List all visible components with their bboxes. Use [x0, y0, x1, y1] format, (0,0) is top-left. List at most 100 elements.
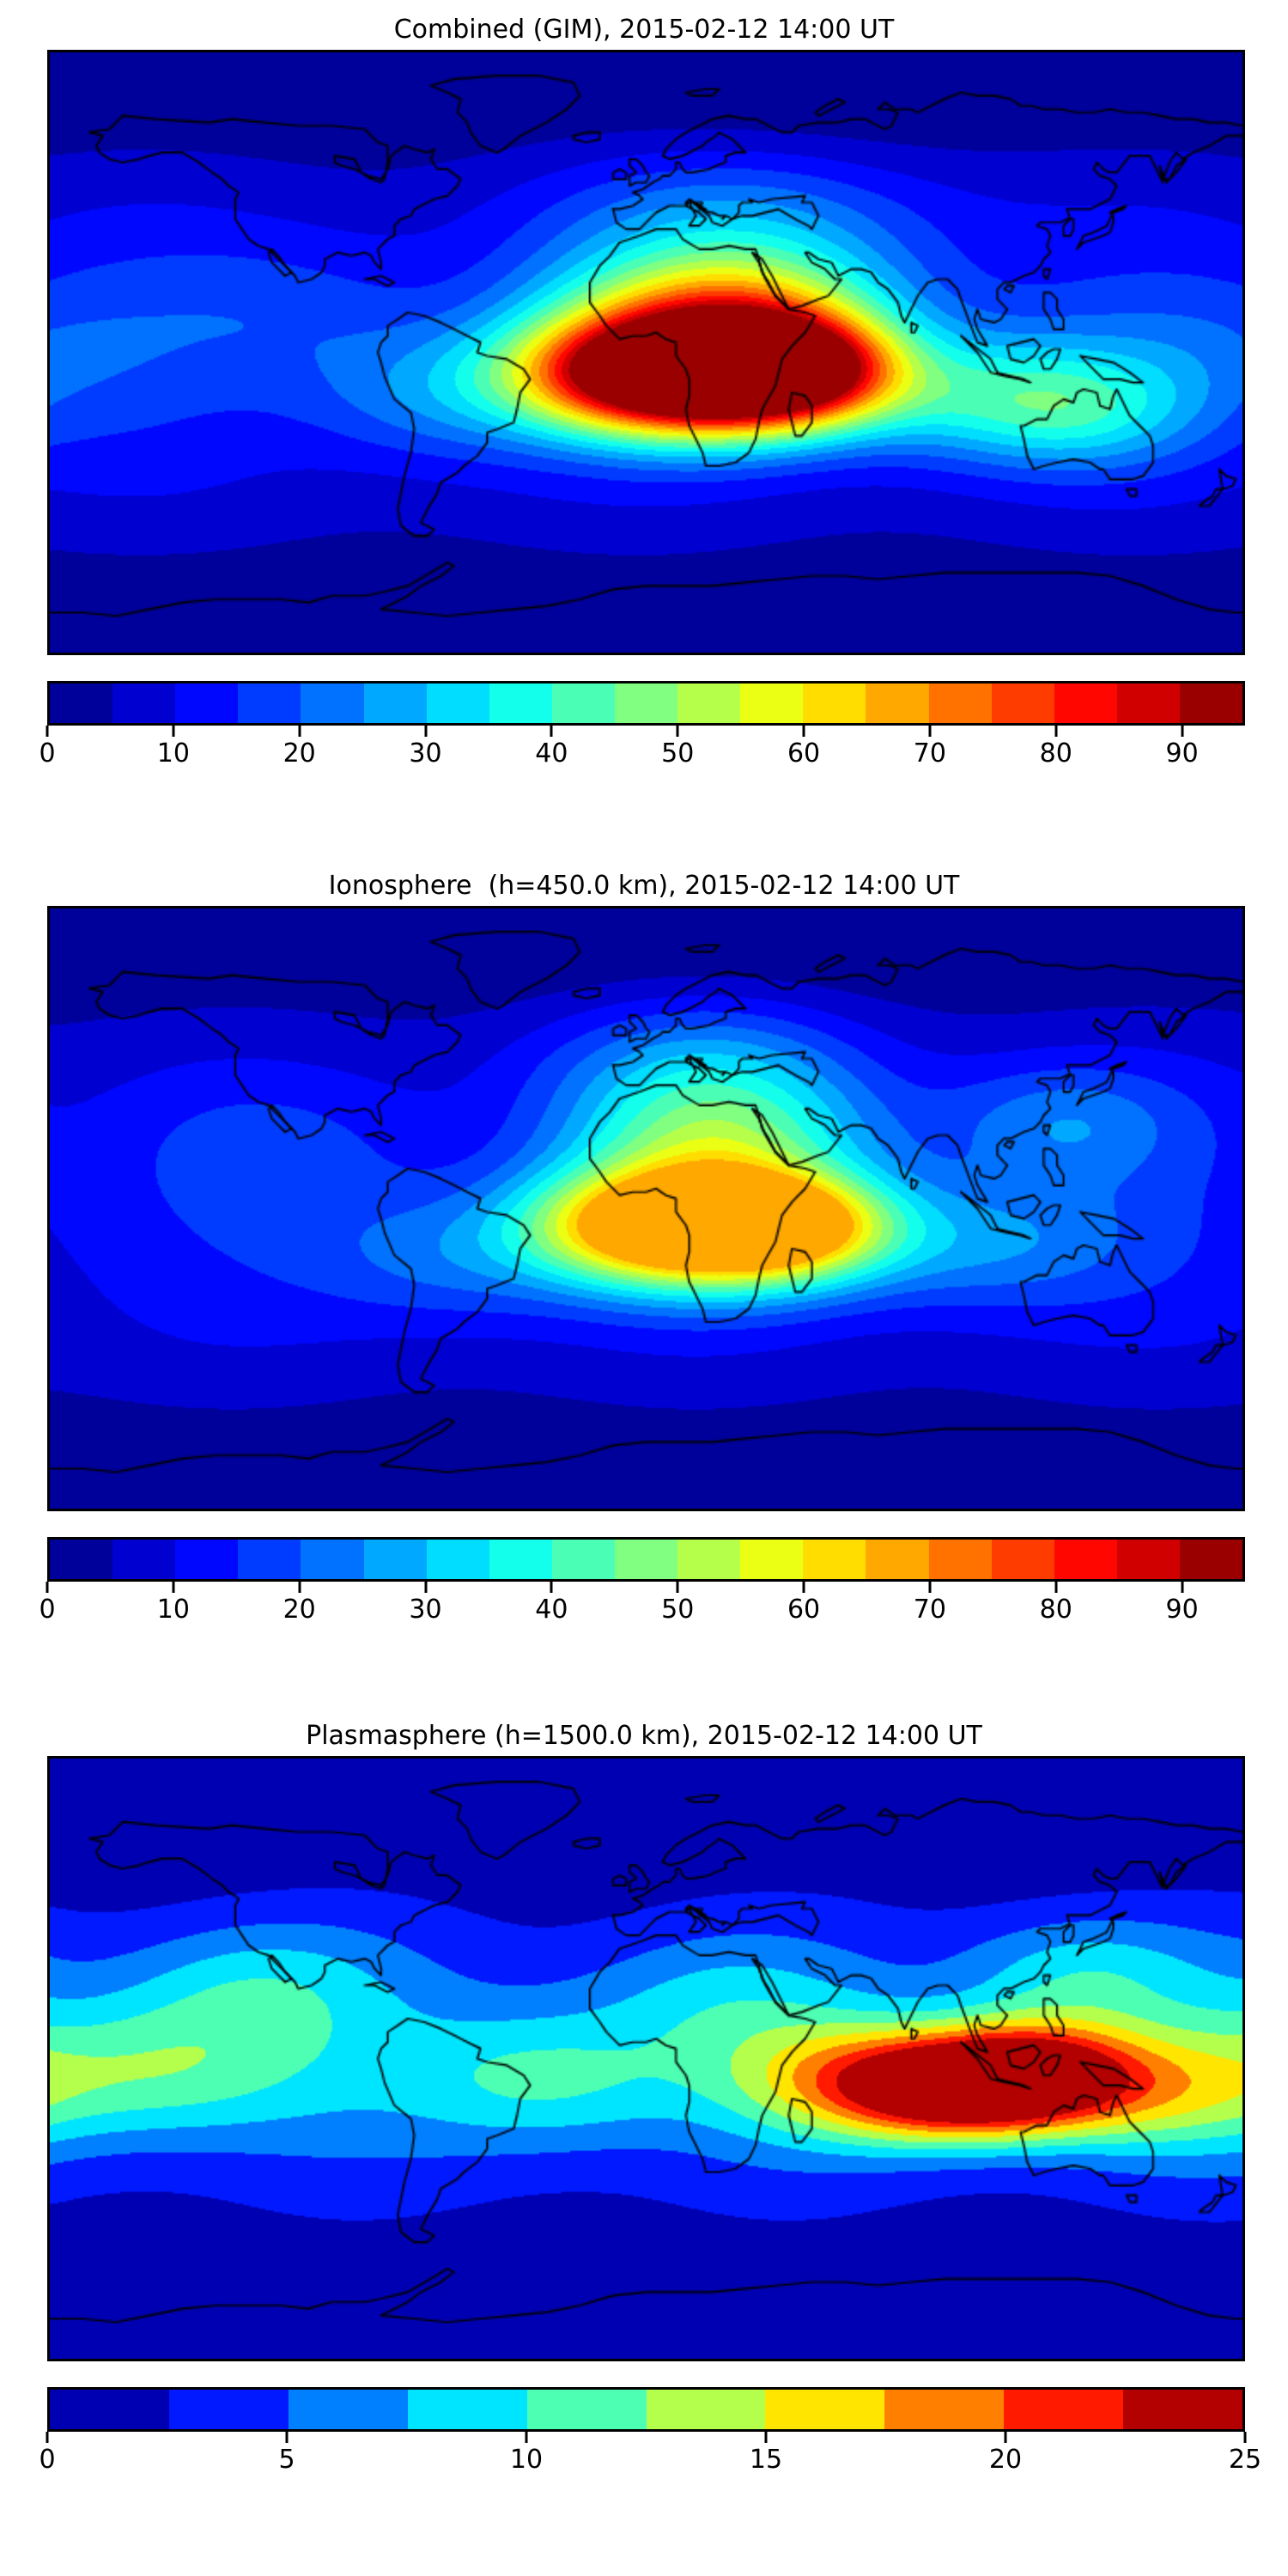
colorbar-tick-label: 20	[283, 738, 316, 769]
colorbar-axis: 0 10 20 30 40 50 60 70 80 90	[39, 726, 1245, 777]
colorbar-band	[50, 2390, 169, 2429]
colorbar-tick	[46, 726, 49, 737]
colorbar-tick	[928, 726, 932, 737]
colorbar-band	[1179, 683, 1243, 723]
panel-title: Ionosphere (h=450.0 km), 2015-02-12 14:0…	[328, 871, 960, 901]
map-ionosphere[interactable]	[47, 906, 1245, 1511]
colorbar-tick-label: 0	[39, 738, 56, 769]
colorbar-tick-label: 90	[1165, 1595, 1199, 1625]
colorbar-tick	[1054, 726, 1058, 737]
colorbar-tick	[172, 726, 175, 737]
colorbar-tick-label: 30	[409, 1595, 442, 1625]
colorbar-tick	[802, 1582, 805, 1593]
colorbar-combined-gim[interactable]: 0 10 20 30 40 50 60 70 80 90	[39, 681, 1245, 780]
colorbar-band	[363, 683, 427, 723]
colorbar-tick	[802, 726, 805, 737]
colorbar-tick-label: 20	[988, 2445, 1023, 2475]
colorbar-tick-label: 80	[1039, 1595, 1072, 1625]
colorbar-plasmasphere[interactable]: 0 5 10 15 20 25	[39, 2387, 1261, 2486]
colorbar-band	[238, 683, 301, 723]
colorbar-tick	[676, 726, 679, 737]
colorbar-band	[614, 683, 678, 723]
colorbar-tick	[1054, 1582, 1058, 1593]
panel-plasmasphere: Plasmasphere (h=1500.0 km), 2015-02-12 1…	[0, 1722, 1288, 2572]
colorbar-band	[489, 683, 552, 723]
colorbar-tick	[46, 1582, 49, 1593]
colorbar-tick	[550, 1582, 553, 1593]
colorbar-band	[866, 683, 929, 723]
colorbar-band	[551, 1540, 615, 1579]
colorbar-band	[614, 1540, 678, 1579]
colorbar-band	[991, 683, 1054, 723]
colorbar-tick	[1181, 726, 1184, 737]
colorbar-axis: 0 10 20 30 40 50 60 70 80 90	[39, 1582, 1245, 1633]
colorbar-axis: 0 5 10 15 20 25	[39, 2432, 1261, 2483]
panel-ionosphere: Ionosphere (h=450.0 km), 2015-02-12 14:0…	[0, 872, 1288, 1722]
map-contour-canvas	[50, 52, 1242, 653]
colorbar-band	[363, 1540, 427, 1579]
map-contour-canvas	[50, 1759, 1242, 2359]
colorbar-ionosphere[interactable]: 0 10 20 30 40 50 60 70 80 90	[39, 1537, 1245, 1636]
colorbar-band	[866, 1540, 929, 1579]
map-contour-canvas	[50, 908, 1242, 1509]
colorbar-band	[50, 683, 113, 723]
colorbar-band	[175, 683, 239, 723]
panel-title: Plasmasphere (h=1500.0 km), 2015-02-12 1…	[306, 1721, 982, 1751]
map-plasmasphere[interactable]	[47, 1756, 1245, 2361]
colorbar-tick	[525, 2432, 528, 2443]
colorbar-band	[646, 2390, 766, 2429]
colorbar-band	[1054, 683, 1117, 723]
colorbar-tick-label: 30	[409, 738, 442, 769]
colorbar-tick-label: 50	[661, 1595, 695, 1625]
colorbar-band	[526, 2390, 647, 2429]
colorbar-tick-label: 10	[509, 2445, 544, 2475]
colorbar-band	[677, 683, 741, 723]
colorbar-gradient	[47, 1537, 1245, 1582]
colorbar-tick	[1004, 2432, 1007, 2443]
colorbar-band	[1179, 1540, 1243, 1579]
colorbar-tick-label: 5	[278, 2445, 295, 2475]
colorbar-tick-label: 10	[156, 1595, 190, 1625]
colorbar-tick	[676, 1582, 679, 1593]
colorbar-tick-label: 60	[787, 738, 821, 769]
colorbar-band	[1004, 2390, 1124, 2429]
colorbar-tick-label: 15	[749, 2445, 783, 2475]
colorbar-band	[928, 683, 992, 723]
colorbar-tick-label: 0	[39, 2445, 56, 2475]
colorbar-tick	[424, 726, 428, 737]
map-combined-gim[interactable]	[47, 50, 1245, 655]
colorbar-band	[803, 683, 866, 723]
colorbar-tick-label: 25	[1228, 2445, 1262, 2475]
colorbar-band	[991, 1540, 1054, 1579]
panel-combined-gim: Combined (GIM), 2015-02-12 14:00 UT 0 10 2…	[0, 15, 1288, 866]
colorbar-tick	[1243, 2432, 1247, 2443]
colorbar-band	[551, 683, 615, 723]
colorbar-band	[740, 683, 804, 723]
colorbar-band	[1116, 1540, 1180, 1579]
colorbar-tick-label: 10	[156, 738, 190, 769]
colorbar-tick-label: 90	[1165, 738, 1199, 769]
colorbar-tick-label: 50	[661, 738, 695, 769]
colorbar-tick	[928, 1582, 932, 1593]
colorbar-tick	[298, 1582, 301, 1593]
colorbar-band	[489, 1540, 552, 1579]
colorbar-tick	[285, 2432, 289, 2443]
colorbar-band	[301, 683, 364, 723]
colorbar-band	[677, 1540, 741, 1579]
colorbar-tick	[550, 726, 553, 737]
colorbar-band	[301, 1540, 364, 1579]
colorbar-gradient	[47, 681, 1245, 726]
colorbar-band	[1116, 683, 1180, 723]
colorbar-band	[407, 2390, 527, 2429]
colorbar-tick-label: 70	[913, 738, 946, 769]
colorbar-band	[426, 683, 489, 723]
colorbar-tick	[1181, 1582, 1184, 1593]
colorbar-tick-label: 20	[283, 1595, 316, 1625]
colorbar-band	[765, 2390, 885, 2429]
colorbar-band	[168, 2390, 289, 2429]
colorbar-band	[1123, 2390, 1243, 2429]
colorbar-band	[1054, 1540, 1117, 1579]
colorbar-gradient	[47, 2387, 1245, 2432]
colorbar-tick-label: 40	[535, 1595, 568, 1625]
